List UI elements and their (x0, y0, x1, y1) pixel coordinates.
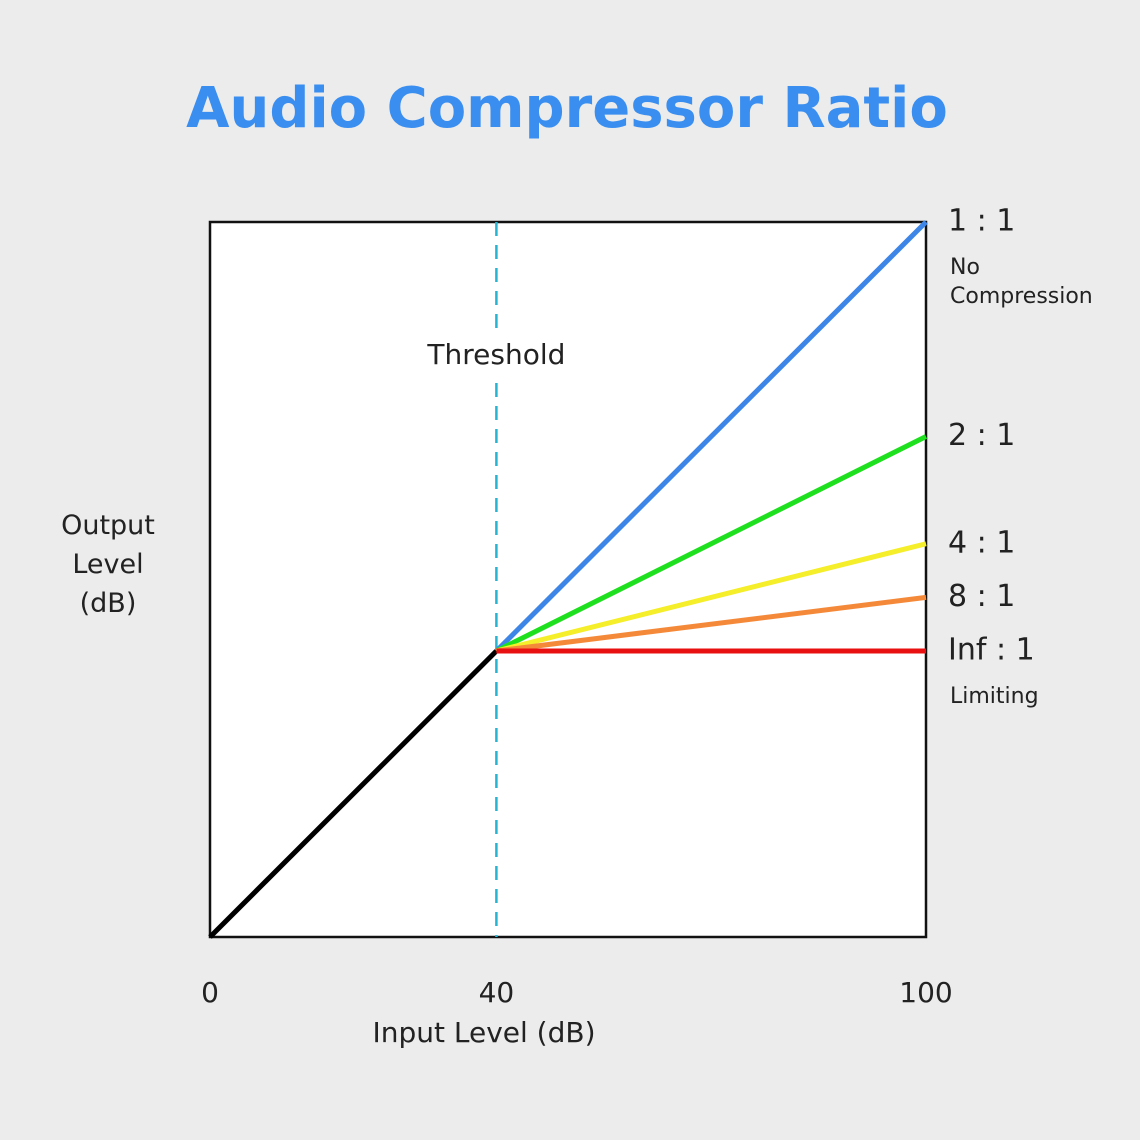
x-tick-label: 0 (201, 976, 219, 1009)
x-axis-label: Input Level (dB) (372, 1016, 595, 1049)
threshold-label: Threshold (426, 338, 565, 371)
series-note: No Compression (950, 255, 1093, 309)
series-line (495, 541, 927, 654)
legend-label: Inf : 1 (948, 633, 1035, 668)
x-tick-label: 100 (899, 976, 952, 1009)
legend-label: 2 : 1 (948, 418, 1015, 453)
legend-label: 1 : 1 (948, 204, 1015, 239)
legend-label: 8 : 1 (948, 579, 1015, 614)
series-line (208, 649, 499, 939)
series-line (496, 594, 927, 654)
series-note: Limiting (950, 684, 1039, 709)
x-tick-label: 40 (479, 976, 515, 1009)
legend-label: 4 : 1 (948, 525, 1015, 560)
series-line (495, 434, 928, 654)
y-axis-label: Output Level (dB) (61, 510, 155, 620)
threshold-label-bg (418, 336, 575, 376)
chart-title: Audio Compressor Ratio (186, 76, 948, 141)
series-line (494, 220, 928, 653)
